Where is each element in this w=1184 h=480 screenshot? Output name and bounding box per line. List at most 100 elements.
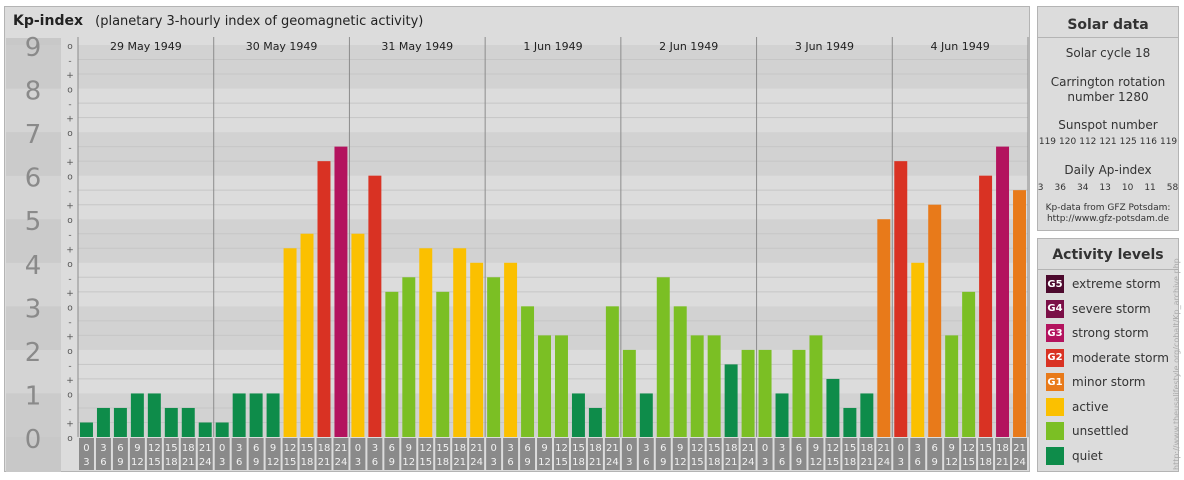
solar-cycle: Solar cycle 18 — [1065, 46, 1151, 60]
hour-start-label: 6 — [660, 443, 666, 454]
hour-label-box — [1012, 438, 1027, 470]
hour-label-box — [316, 438, 332, 470]
y-tick-label: 2 — [25, 338, 42, 368]
y-axis-band-row — [6, 175, 61, 220]
kp-bar — [385, 291, 399, 437]
hour-label-box — [503, 438, 519, 470]
kp-bar — [181, 407, 195, 437]
y-tick-label: 9 — [25, 33, 42, 63]
chart-subtitle: (planetary 3-hourly index of geomagnetic… — [95, 14, 424, 29]
kp-chart-panel: Kp-index (planetary 3-hourly index of ge… — [4, 6, 1030, 472]
minor-tick-label: + — [66, 115, 74, 125]
kp-bar — [622, 349, 636, 437]
sunspot-number: 116 — [1139, 137, 1157, 147]
kp-bar — [758, 349, 772, 437]
hour-end-label: 21 — [725, 457, 738, 468]
plot-band — [78, 219, 1028, 263]
hour-start-label: 12 — [691, 443, 704, 454]
kp-bar — [945, 335, 959, 437]
kp-bar — [555, 335, 568, 437]
kp-bar — [588, 407, 602, 437]
hour-start-label: 18 — [182, 443, 195, 454]
level-color-swatch: G2 — [1046, 348, 1064, 367]
y-tick-label: 0 — [25, 425, 42, 455]
minor-tick-label: - — [68, 187, 71, 197]
kp-bar — [487, 277, 501, 437]
chart-title-row: Kp-index (planetary 3-hourly index of ge… — [13, 13, 423, 29]
minor-tick-label: o — [67, 434, 73, 444]
minor-tick-label: + — [66, 158, 74, 168]
hour-start-label: 21 — [1013, 443, 1026, 454]
hour-label-box — [978, 438, 994, 470]
hour-label-box — [570, 438, 586, 470]
level-label: moderate storm — [1072, 350, 1169, 365]
carrington-rotation-line2: number 1280 — [1067, 90, 1149, 104]
hour-end-label: 12 — [402, 457, 415, 468]
hour-start-label: 21 — [335, 443, 348, 454]
hour-label-box — [944, 438, 960, 470]
hour-start-label: 6 — [524, 443, 530, 454]
activity-level-item: G3 strong storm — [1046, 323, 1149, 343]
hour-label-box — [163, 438, 179, 470]
kp-bar — [605, 306, 619, 437]
level-color-swatch — [1046, 422, 1064, 440]
minor-tick-label: o — [67, 86, 73, 96]
hour-label-box — [706, 438, 722, 470]
hour-end-label: 15 — [284, 457, 297, 468]
kp-bar — [775, 393, 789, 437]
hour-start-label: 12 — [284, 443, 297, 454]
hour-start-label: 0 — [762, 443, 768, 454]
minor-tick-label: o — [67, 390, 73, 400]
hour-start-label: 9 — [948, 443, 954, 454]
minor-tick-label: + — [66, 71, 74, 81]
hour-label-box — [825, 438, 841, 470]
hour-start-label: 3 — [507, 443, 513, 454]
hour-label-box — [265, 438, 281, 470]
hour-start-label: 18 — [589, 443, 602, 454]
data-source-link[interactable]: http://www.gfz-potsdam.de — [1046, 214, 1170, 224]
hour-start-label: 21 — [877, 443, 890, 454]
y-axis-band-row — [6, 393, 61, 437]
ap-index-value: 3 — [1037, 183, 1044, 193]
hour-label-box — [927, 438, 943, 470]
hour-label-box — [384, 438, 400, 470]
level-color-swatch: G5 — [1046, 275, 1064, 293]
level-label: severe storm — [1072, 301, 1151, 316]
kp-bar — [741, 349, 755, 437]
kp-bar — [639, 393, 653, 437]
hour-label-box — [486, 438, 502, 470]
hour-end-label: 3 — [898, 457, 904, 468]
kp-bar — [673, 306, 687, 437]
hour-label-box — [231, 438, 247, 470]
hour-end-label: 15 — [148, 457, 161, 468]
hour-start-label: 12 — [419, 443, 432, 454]
level-color-swatch — [1046, 446, 1064, 465]
hour-start-label: 0 — [626, 443, 632, 454]
hour-label-box — [112, 438, 128, 470]
plot-band — [78, 88, 1028, 133]
hour-end-label: 21 — [182, 457, 195, 468]
activity-level-item: active — [1046, 397, 1108, 417]
kp-bar — [928, 204, 942, 437]
solar-heading-divider — [1038, 37, 1178, 38]
hour-end-label: 3 — [219, 457, 225, 468]
minor-tick-label: + — [66, 376, 74, 386]
level-label: strong storm — [1072, 326, 1149, 340]
hour-label-box — [418, 438, 434, 470]
hour-start-label: 12 — [962, 443, 975, 454]
hour-end-label: 24 — [199, 457, 212, 468]
hour-label-box — [723, 438, 739, 470]
hour-label-box — [367, 438, 383, 470]
hour-start-label: 21 — [606, 443, 619, 454]
hour-start-label: 15 — [436, 443, 449, 454]
hour-end-label: 9 — [660, 457, 666, 468]
hour-label-box — [774, 438, 790, 470]
kp-bar — [130, 393, 144, 437]
plot-band — [78, 132, 1028, 176]
hour-label-box — [655, 438, 671, 470]
hour-start-label: 3 — [643, 443, 649, 454]
y-axis-band-row — [6, 132, 61, 176]
hour-end-label: 9 — [389, 457, 395, 468]
hour-end-label: 12 — [538, 457, 551, 468]
minor-tick-label: + — [66, 419, 74, 429]
